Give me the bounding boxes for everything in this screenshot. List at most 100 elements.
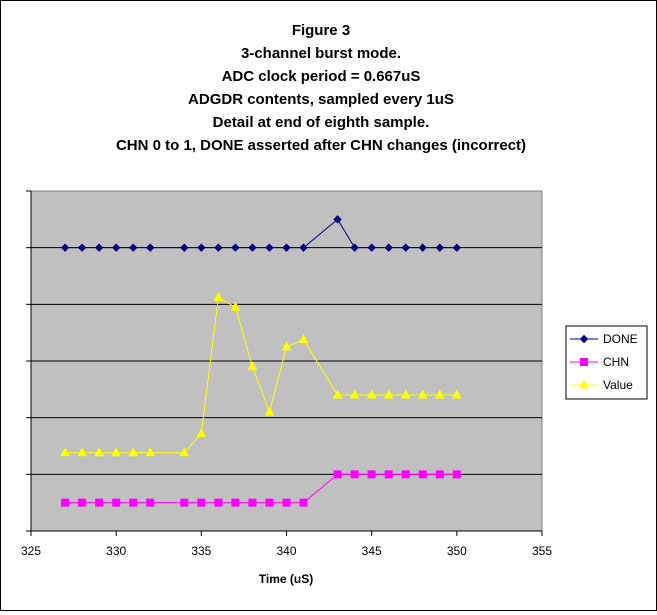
data-point-chn (384, 470, 393, 479)
legend-marker-done (579, 334, 589, 344)
data-point-done (77, 243, 87, 252)
series-chn (61, 470, 461, 507)
data-point-done (248, 243, 257, 252)
data-point-done (367, 243, 376, 252)
data-point-done (231, 243, 240, 252)
legend-item-value: Value (570, 378, 633, 392)
data-point-value (452, 389, 462, 399)
chart-title-line-5: Detail at end of eighth sample. (213, 114, 430, 131)
series-line-done (65, 218, 457, 249)
series-done (60, 215, 462, 252)
data-point-value (128, 447, 139, 457)
data-point-value (434, 389, 445, 399)
legend-label-value: Value (603, 378, 633, 392)
data-point-chn (282, 498, 291, 507)
chart-title: Figure 3 3-channel burst mode. ADC clock p… (116, 22, 526, 154)
data-point-chn (129, 498, 138, 507)
data-point-chn (299, 498, 308, 507)
legend-marker-value (579, 379, 589, 389)
data-point-chn (61, 498, 70, 507)
data-point-value (179, 447, 190, 457)
data-point-chn (401, 470, 410, 479)
data-point-chn (78, 498, 87, 507)
data-point-done (384, 243, 393, 252)
data-point-chn (214, 498, 223, 507)
data-point-chn (197, 498, 206, 507)
data-point-done (197, 243, 206, 252)
data-point-chn (231, 498, 240, 507)
data-point-value (349, 389, 360, 399)
data-point-done (418, 243, 427, 252)
data-point-done (333, 215, 342, 224)
legend-item-chn: CHN (570, 355, 629, 369)
data-point-chn (112, 498, 121, 507)
data-point-chn (265, 498, 274, 507)
data-point-value (247, 361, 258, 371)
series-line-value (65, 296, 457, 454)
data-point-value (196, 427, 207, 438)
x-tick-label: 345 (362, 544, 382, 558)
data-point-chn (146, 498, 155, 507)
series (60, 215, 462, 507)
data-point-value (281, 341, 292, 351)
x-tick-label: 330 (106, 544, 126, 558)
data-point-value (264, 406, 275, 416)
data-point-chn (452, 470, 461, 479)
data-point-done (265, 243, 274, 252)
data-point-chn (95, 498, 104, 507)
data-point-done (452, 243, 462, 252)
series-value (60, 291, 462, 457)
data-point-chn (248, 498, 257, 507)
x-axis-title: Time (uS) (259, 572, 313, 586)
data-point-value (298, 333, 309, 343)
data-point-value (417, 389, 428, 399)
x-axis-ticks: 325 330 335 340 345 350 355 (21, 531, 552, 558)
data-point-done (299, 243, 308, 252)
data-point-value (366, 389, 377, 399)
data-point-chn (180, 498, 189, 507)
legend: DONE CHN Value (565, 325, 648, 400)
data-point-done (94, 243, 104, 252)
chart-title-line-2: 3-channel burst mode. (241, 45, 401, 62)
x-tick-label: 340 (276, 544, 296, 558)
data-point-chn (367, 470, 376, 479)
data-point-chn (418, 470, 427, 479)
data-point-chn (435, 470, 444, 479)
data-point-value (332, 389, 343, 399)
data-point-chn (350, 470, 359, 479)
data-point-done (282, 243, 291, 252)
x-tick-label: 325 (21, 544, 41, 558)
data-point-done (128, 243, 138, 252)
data-point-done (180, 243, 189, 252)
data-point-done (401, 243, 410, 252)
data-point-value (111, 447, 121, 457)
x-tick-label: 350 (447, 544, 467, 558)
chart-title-line-1: Figure 3 (292, 22, 350, 39)
data-point-value (400, 389, 411, 399)
data-point-value (77, 447, 87, 457)
data-point-value (145, 447, 156, 457)
legend-item-done: DONE (570, 332, 638, 346)
x-tick-label: 355 (532, 544, 552, 558)
data-point-done (111, 243, 121, 252)
data-point-done (350, 243, 359, 252)
data-point-value (60, 447, 70, 457)
data-point-done (435, 243, 445, 252)
chart-title-line-4: ADGDR contents, sampled every 1uS (188, 91, 454, 108)
series-line-chn (65, 473, 457, 504)
data-point-chn (333, 470, 342, 479)
data-point-value (213, 291, 224, 302)
data-point-done (60, 243, 70, 252)
legend-label-done: DONE (603, 332, 638, 346)
chart-title-line-6: CHN 0 to 1, DONE asserted after CHN chan… (116, 137, 526, 154)
x-tick-label: 335 (191, 544, 211, 558)
legend-marker-chn (580, 358, 588, 366)
data-point-done (146, 243, 155, 252)
chart-title-line-3: ADC clock period = 0.667uS (222, 68, 421, 85)
data-point-value (230, 301, 241, 311)
data-point-value (94, 447, 104, 457)
legend-label-chn: CHN (603, 355, 629, 369)
data-point-value (383, 389, 394, 399)
